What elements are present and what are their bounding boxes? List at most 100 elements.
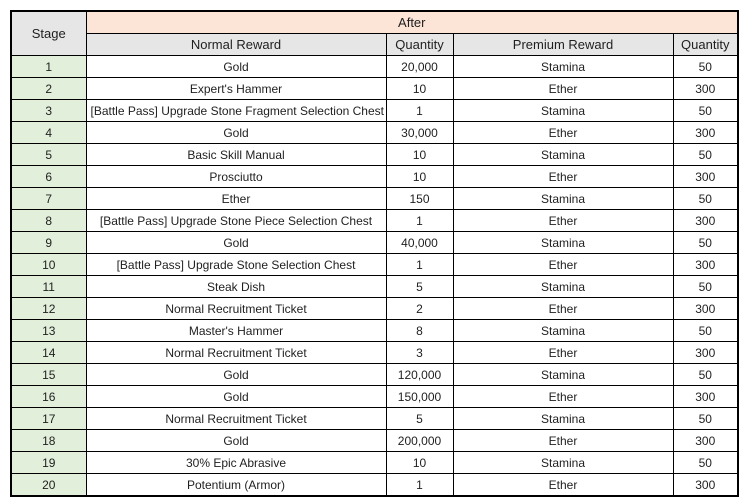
- normal-reward-cell: Potentium (Armor): [85, 473, 387, 497]
- table-row: 15 Gold 120,000 Stamina 50: [10, 363, 739, 386]
- stage-cell: 12: [10, 297, 87, 320]
- stage-column-header: Stage: [10, 10, 87, 56]
- normal-reward-cell: [Battle Pass] Upgrade Stone Selection Ch…: [85, 253, 387, 276]
- normal-quantity-cell: 120,000: [385, 363, 454, 386]
- premium-reward-cell: Ether: [452, 297, 674, 320]
- normal-quantity-cell: 1: [385, 209, 454, 232]
- premium-reward-cell: Ether: [452, 385, 674, 408]
- premium-quantity-cell: 300: [672, 165, 739, 188]
- normal-reward-cell: Gold: [85, 121, 387, 144]
- normal-quantity-cell: 1: [385, 473, 454, 497]
- table-row: 19 30% Epic Abrasive 10 Stamina 50: [10, 451, 739, 474]
- premium-reward-cell: Stamina: [452, 55, 674, 78]
- stage-cell: 11: [10, 275, 87, 298]
- normal-quantity-cell: 2: [385, 297, 454, 320]
- table-row: 6 Prosciutto 10 Ether 300: [10, 165, 739, 188]
- premium-quantity-cell: 50: [672, 451, 739, 474]
- table-row: 9 Gold 40,000 Stamina 50: [10, 231, 739, 254]
- premium-quantity-cell: 50: [672, 231, 739, 254]
- premium-reward-cell: Stamina: [452, 319, 674, 342]
- table-row: 16 Gold 150,000 Ether 300: [10, 385, 739, 408]
- normal-reward-cell: Ether: [85, 187, 387, 210]
- normal-quantity-cell: 40,000: [385, 231, 454, 254]
- stage-cell: 3: [10, 99, 87, 122]
- normal-quantity-cell: 150,000: [385, 385, 454, 408]
- premium-quantity-cell: 50: [672, 363, 739, 386]
- premium-reward-cell: Ether: [452, 77, 674, 100]
- table-row: 7 Ether 150 Stamina 50: [10, 187, 739, 210]
- stage-cell: 7: [10, 187, 87, 210]
- stage-cell: 14: [10, 341, 87, 364]
- normal-reward-cell: Gold: [85, 429, 387, 452]
- normal-reward-cell: Steak Dish: [85, 275, 387, 298]
- table-row: 5 Basic Skill Manual 10 Stamina 50: [10, 143, 739, 166]
- premium-reward-cell: Ether: [452, 165, 674, 188]
- normal-reward-cell: Gold: [85, 55, 387, 78]
- stage-cell: 6: [10, 165, 87, 188]
- premium-quantity-cell: 50: [672, 99, 739, 122]
- normal-quantity-cell: 30,000: [385, 121, 454, 144]
- normal-reward-cell: Expert's Hammer: [85, 77, 387, 100]
- stage-cell: 13: [10, 319, 87, 342]
- table-row: 8 [Battle Pass] Upgrade Stone Piece Selec…: [10, 209, 739, 232]
- normal-quantity-cell: 10: [385, 165, 454, 188]
- normal-quantity-cell: 20,000: [385, 55, 454, 78]
- premium-quantity-cell: 300: [672, 253, 739, 276]
- normal-reward-cell: 30% Epic Abrasive: [85, 451, 387, 474]
- table-row: 18 Gold 200,000 Ether 300: [10, 429, 739, 452]
- normal-quantity-column-header: Quantity: [385, 33, 454, 56]
- normal-quantity-cell: 10: [385, 77, 454, 100]
- normal-reward-cell: Normal Recruitment Ticket: [85, 407, 387, 430]
- table-row: 1 Gold 20,000 Stamina 50: [10, 55, 739, 78]
- normal-reward-cell: Gold: [85, 231, 387, 254]
- normal-quantity-cell: 3: [385, 341, 454, 364]
- premium-reward-cell: Stamina: [452, 187, 674, 210]
- stage-cell: 15: [10, 363, 87, 386]
- normal-reward-cell: Basic Skill Manual: [85, 143, 387, 166]
- after-group-header: After: [85, 10, 739, 34]
- column-header-row: Normal Reward Quantity Premium Reward Qu…: [11, 33, 739, 56]
- table-row: 14 Normal Recruitment Ticket 3 Ether 300: [10, 341, 739, 364]
- stage-cell: 1: [10, 55, 87, 78]
- normal-reward-cell: Master's Hammer: [85, 319, 387, 342]
- table-row: 20 Potentium (Armor) 1 Ether 300: [10, 473, 739, 497]
- group-header-row: Stage After: [10, 10, 739, 56]
- normal-quantity-cell: 5: [385, 407, 454, 430]
- stage-cell: 2: [10, 77, 87, 100]
- premium-reward-cell: Stamina: [452, 407, 674, 430]
- premium-quantity-column-header: Quantity: [672, 33, 739, 56]
- premium-quantity-cell: 50: [672, 319, 739, 342]
- normal-reward-cell: [Battle Pass] Upgrade Stone Fragment Sel…: [85, 99, 387, 122]
- table-row: 13 Master's Hammer 8 Stamina 50: [10, 319, 739, 342]
- stage-cell: 8: [10, 209, 87, 232]
- premium-quantity-cell: 50: [672, 143, 739, 166]
- stage-cell: 20: [10, 473, 87, 497]
- table-row: 12 Normal Recruitment Ticket 2 Ether 300: [10, 297, 739, 320]
- table-row: 17 Normal Recruitment Ticket 5 Stamina 50: [10, 407, 739, 430]
- premium-reward-cell: Stamina: [452, 275, 674, 298]
- normal-quantity-cell: 1: [385, 99, 454, 122]
- premium-reward-cell: Ether: [452, 341, 674, 364]
- normal-quantity-cell: 10: [385, 143, 454, 166]
- stage-cell: 17: [10, 407, 87, 430]
- stage-cell: 18: [10, 429, 87, 452]
- stage-cell: 10: [10, 253, 87, 276]
- table-row: 4 Gold 30,000 Ether 300: [10, 121, 739, 144]
- table-row: 3 [Battle Pass] Upgrade Stone Fragment Se…: [10, 99, 739, 122]
- reward-table-body: 1 Gold 20,000 Stamina 50 2 Expert's Hammer 10 Et…: [10, 55, 739, 497]
- normal-quantity-cell: 8: [385, 319, 454, 342]
- normal-reward-cell: Gold: [85, 363, 387, 386]
- stage-reward-table: Stage After Normal Reward Quantity Premi…: [10, 10, 740, 497]
- premium-reward-cell: Stamina: [452, 143, 674, 166]
- table-row: 11 Steak Dish 5 Stamina 50: [10, 275, 739, 298]
- premium-quantity-cell: 50: [672, 275, 739, 298]
- premium-reward-cell: Stamina: [452, 231, 674, 254]
- normal-quantity-cell: 1: [385, 253, 454, 276]
- premium-reward-cell: Stamina: [452, 99, 674, 122]
- premium-quantity-cell: 300: [672, 473, 739, 497]
- premium-reward-column-header: Premium Reward: [452, 33, 674, 56]
- normal-reward-cell: [Battle Pass] Upgrade Stone Piece Select…: [85, 209, 387, 232]
- normal-reward-cell: Gold: [85, 385, 387, 408]
- premium-quantity-cell: 300: [672, 297, 739, 320]
- normal-quantity-cell: 200,000: [385, 429, 454, 452]
